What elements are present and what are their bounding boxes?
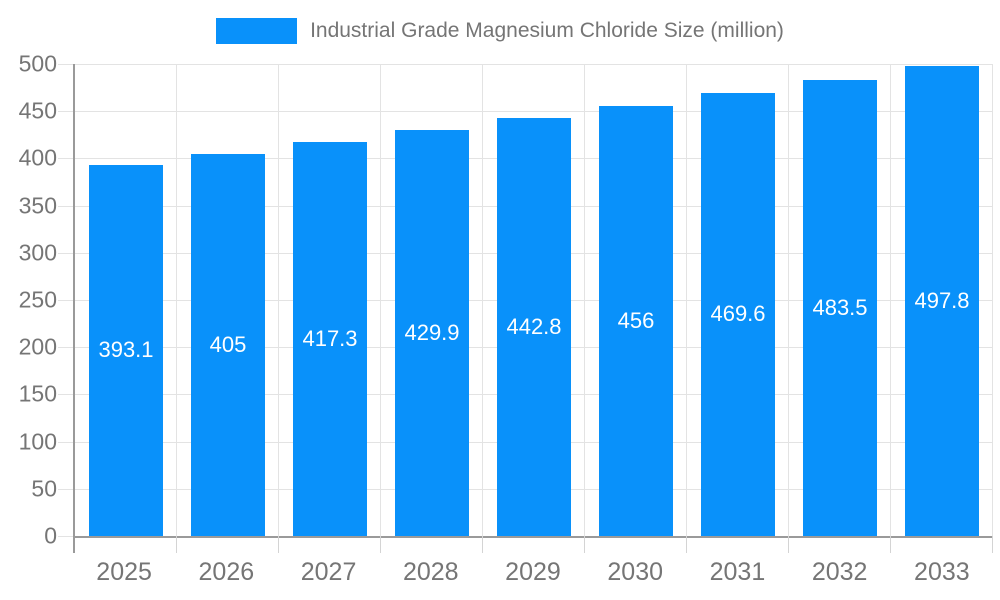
x-axis-tick — [277, 536, 279, 553]
y-axis-tick — [58, 111, 73, 113]
legend-label: Industrial Grade Magnesium Chloride Size… — [310, 19, 784, 42]
y-axis-tick — [58, 158, 73, 160]
bars: 393.1 405 417.3 429.9 442.8 456 469.6 483.5 497.… — [75, 64, 993, 536]
x-axis-tick — [175, 536, 177, 553]
y-axis-label: 250 — [18, 286, 57, 313]
x-axis-label: 2029 — [505, 558, 561, 586]
y-axis-label: 350 — [18, 192, 57, 219]
bar: 469.6 — [700, 92, 776, 536]
x-axis-label: 2030 — [607, 558, 664, 586]
bar: 497.8 — [904, 66, 980, 536]
v-gridline — [788, 64, 789, 536]
y-axis-label: 0 — [44, 522, 57, 549]
y-axis-tick — [58, 205, 73, 207]
v-gridline — [175, 64, 177, 536]
x-axis-tick — [481, 536, 483, 553]
bar-value-label: 393.1 — [98, 337, 154, 363]
bar-value-label: 417.3 — [302, 326, 358, 352]
bar-slot: 429.9 — [381, 64, 483, 536]
bar-slot: 483.5 — [789, 64, 891, 536]
bar-value-label: 469.6 — [710, 301, 766, 327]
y-axis-tick — [58, 252, 73, 254]
x-axis-tick — [73, 536, 75, 553]
x-axis-label: 2026 — [198, 558, 255, 586]
bar-value-label: 405 — [209, 331, 247, 357]
bar: 456 — [598, 105, 674, 536]
x-axis-tick — [788, 536, 789, 553]
v-gridline — [992, 64, 993, 536]
h-gridline — [75, 64, 993, 65]
v-gridline — [685, 64, 687, 536]
y-axis-tick — [58, 488, 73, 490]
y-axis-label: 450 — [18, 97, 57, 124]
y-axis-label: 100 — [18, 428, 57, 455]
x-axis-tick — [379, 536, 381, 553]
bar-slot: 497.8 — [891, 64, 993, 536]
y-axis-tick — [58, 394, 73, 396]
bar: 417.3 — [292, 142, 368, 536]
v-gridline — [277, 64, 279, 536]
bar: 405 — [190, 153, 266, 536]
x-axis-tick — [889, 536, 891, 553]
bar: 442.8 — [496, 118, 572, 536]
bar-slot: 469.6 — [687, 64, 789, 536]
x-axis-tick — [992, 536, 993, 553]
x-axis-label: 2028 — [402, 558, 459, 586]
bar-value-label: 497.8 — [914, 288, 970, 314]
y-axis-tick — [58, 536, 73, 537]
bar-slot: 456 — [585, 64, 687, 536]
bar-slot: 417.3 — [279, 64, 381, 536]
v-gridline — [379, 64, 381, 536]
y-axis-labels: 0 50 100 150 200 250 300 350 400 450 500 — [0, 51, 57, 549]
bar-slot: 442.8 — [483, 64, 585, 536]
v-gridline — [889, 64, 891, 536]
bar-value-label: 483.5 — [812, 294, 868, 320]
bar-value-label: 442.8 — [506, 314, 562, 339]
x-axis-label: 2027 — [300, 558, 357, 586]
y-axis-label: 200 — [18, 333, 57, 360]
y-axis-label: 300 — [18, 239, 57, 266]
plot-area: 393.1 405 417.3 429.9 442.8 456 469.6 483.5 497.… — [58, 64, 993, 553]
bar: 429.9 — [394, 130, 470, 536]
y-axis-label: 500 — [18, 50, 57, 77]
bar: 393.1 — [88, 164, 164, 536]
bar: 483.5 — [802, 79, 878, 536]
legend-swatch — [216, 18, 298, 44]
legend-item[interactable]: Industrial Grade Magnesium Chloride Size… — [0, 18, 1000, 44]
x-axis-label: 2033 — [914, 558, 970, 586]
bar-slot: 405 — [177, 64, 279, 536]
y-axis-label: 400 — [18, 144, 57, 171]
h-gridline — [75, 111, 993, 113]
x-axis-label: 2032 — [811, 558, 868, 586]
v-gridline — [584, 64, 585, 536]
y-axis-tick — [58, 64, 73, 65]
bar-value-label: 456 — [617, 307, 655, 333]
x-axis-tick — [584, 536, 585, 553]
v-gridline — [481, 64, 483, 536]
x-axis-label: 2025 — [96, 558, 152, 586]
bar-value-label: 429.9 — [404, 320, 460, 346]
y-axis-tick — [58, 441, 73, 443]
y-axis-tick — [58, 300, 73, 301]
x-axis-tick — [685, 536, 687, 553]
x-axis-labels: 2025 2026 2027 2028 2029 2030 2031 2032 2033 — [73, 558, 993, 587]
bar-slot: 393.1 — [75, 64, 177, 536]
y-axis-tick — [58, 347, 73, 349]
x-axis-label: 2031 — [709, 558, 766, 586]
y-axis-label: 150 — [18, 380, 57, 407]
y-axis-label: 50 — [31, 475, 57, 502]
